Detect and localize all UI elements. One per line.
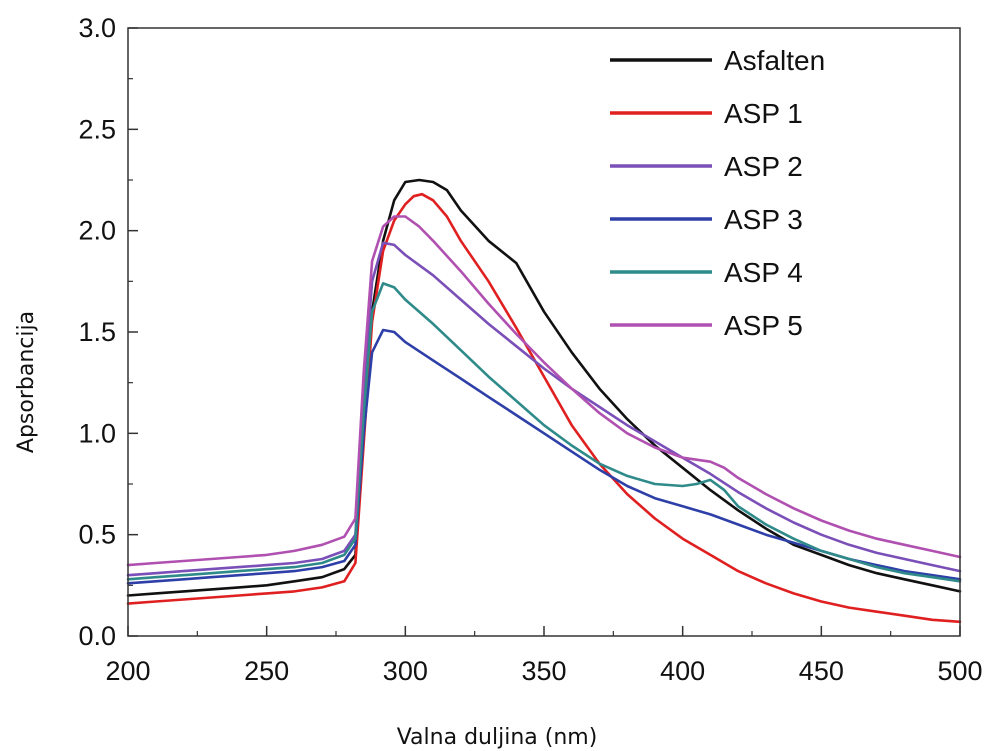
y-axis: 0.0 0.5 1.0 1.5 2.0 2.5 3.0 (78, 13, 138, 651)
legend-label: ASP 1 (724, 98, 803, 129)
legend: Asfalten ASP 1 ASP 2 ASP 3 ASP 4 ASP 5 (610, 45, 825, 341)
legend-item: ASP 2 (610, 151, 803, 182)
legend-item: ASP 3 (610, 204, 803, 235)
legend-label: ASP 2 (724, 151, 803, 182)
x-axis-title: Valna duljina (nm) (397, 725, 598, 750)
x-tick-label: 400 (660, 656, 705, 686)
y-tick-label: 3.0 (78, 13, 116, 43)
series-line-5 (126, 282, 962, 583)
y-tick-label: 0.0 (78, 621, 116, 651)
legend-label: Asfalten (724, 45, 825, 76)
legend-item: ASP 1 (610, 98, 803, 129)
legend-item: ASP 5 (610, 310, 803, 341)
y-axis-title: Apsorbancija (14, 311, 39, 453)
x-tick-label: 450 (799, 656, 844, 686)
y-tick-label: 0.5 (78, 520, 116, 550)
legend-item: ASP 4 (610, 257, 803, 288)
x-tick-label: 300 (383, 656, 428, 686)
series-line-3 (126, 241, 962, 577)
x-tick-label: 250 (244, 656, 289, 686)
series-line-1 (126, 178, 962, 597)
x-tick-label: 350 (521, 656, 566, 686)
legend-label: ASP 5 (724, 310, 803, 341)
x-axis: 200 250 300 350 400 450 500 (105, 626, 983, 686)
x-tick-label: 200 (105, 656, 150, 686)
x-tick-label: 500 (937, 656, 982, 686)
series-line-2 (126, 192, 962, 624)
y-tick-label: 1.0 (78, 418, 116, 448)
series-layer (126, 178, 962, 624)
legend-label: ASP 4 (724, 257, 803, 288)
y-tick-label: 1.5 (78, 317, 116, 347)
y-tick-label: 2.5 (78, 114, 116, 144)
series-line-6 (126, 215, 962, 567)
legend-item: Asfalten (610, 45, 825, 76)
series-line-4 (126, 328, 962, 585)
legend-label: ASP 3 (724, 204, 803, 235)
y-tick-label: 2.0 (78, 216, 116, 246)
